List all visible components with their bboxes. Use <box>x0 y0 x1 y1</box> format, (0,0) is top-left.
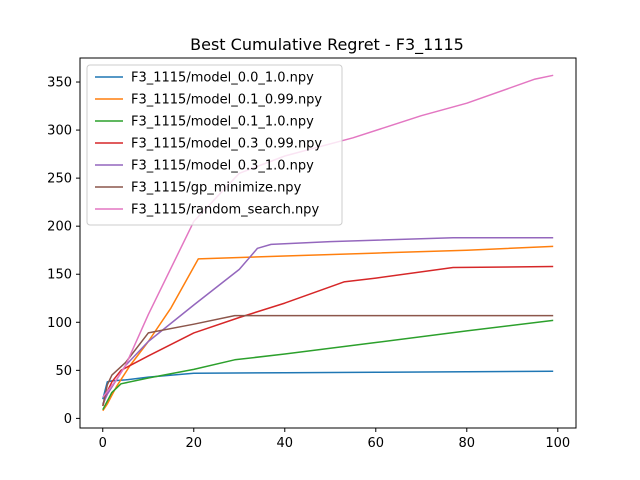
legend-box <box>86 64 343 226</box>
y-tick-label: 0 <box>64 412 72 427</box>
legend-label: F3_1115/model_0.3_1.0.npy <box>131 159 314 174</box>
chart-title: Best Cumulative Regret - F3_1115 <box>190 35 464 55</box>
y-tick-label: 50 <box>55 364 72 379</box>
series-line-0 <box>102 370 554 400</box>
y-tick-label: 300 <box>47 124 72 139</box>
legend-label: F3_1115/gp_minimize.npy <box>131 181 302 196</box>
legend-label: F3_1115/model_0.1_0.99.npy <box>131 93 322 108</box>
axis-ticks: 0 20 40 60 80 100 0 50 100 150 200 250 300 350 <box>47 76 570 451</box>
y-tick-label: 350 <box>47 76 72 91</box>
x-tick-label: 80 <box>459 436 476 451</box>
y-tick-label: 200 <box>47 220 72 235</box>
x-tick-label: 60 <box>368 436 385 451</box>
x-tick-label: 40 <box>276 436 293 451</box>
y-tick-label: 150 <box>47 268 72 283</box>
series-line-5 <box>102 314 554 407</box>
y-tick-label: 250 <box>47 172 72 187</box>
series-line-3 <box>102 265 554 407</box>
x-tick-label: 0 <box>99 436 107 451</box>
legend-label: F3_1115/model_0.3_0.99.npy <box>131 137 322 152</box>
series-line-4 <box>102 236 554 405</box>
plot-frame <box>79 57 577 429</box>
legend-label: F3_1115/model_0.1_1.0.npy <box>131 115 314 130</box>
legend: F3_1115/model_0.0_1.0.npy F3_1115/model_0… <box>86 64 343 226</box>
series-line-2 <box>102 319 554 411</box>
x-tick-label: 100 <box>545 436 570 451</box>
y-tick-label: 100 <box>47 316 72 331</box>
legend-label: F3_1115/model_0.0_1.0.npy <box>131 71 314 86</box>
x-tick-label: 20 <box>185 436 202 451</box>
series-line-1 <box>102 245 554 412</box>
legend-label: F3_1115/random_search.npy <box>131 203 319 218</box>
